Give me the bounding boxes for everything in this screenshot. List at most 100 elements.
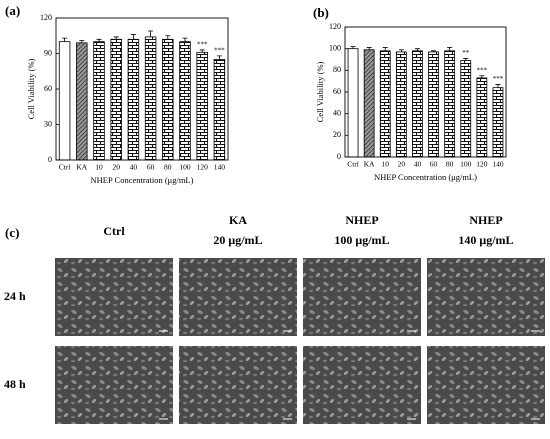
y-tick-label: 120 xyxy=(40,13,52,22)
micrograph xyxy=(179,346,297,424)
y-tick-label: 0 xyxy=(337,152,341,161)
error-bar xyxy=(216,55,222,60)
error-bar xyxy=(182,37,188,42)
error-bar xyxy=(79,40,85,43)
micrograph xyxy=(427,346,545,424)
x-tick-label: KA xyxy=(76,163,87,172)
x-tick-label: 120 xyxy=(476,160,488,169)
x-tick-label: 60 xyxy=(430,160,438,169)
micrograph xyxy=(427,258,545,336)
x-tick-label: KA xyxy=(364,160,375,169)
y-tick-label: 20 xyxy=(333,130,341,139)
x-tick-label: Ctrl xyxy=(347,160,359,169)
bar xyxy=(460,60,472,158)
y-tick-label: 100 xyxy=(329,43,341,52)
error-bar xyxy=(350,46,356,49)
error-bar xyxy=(447,47,453,51)
bar xyxy=(127,38,140,161)
error-bar xyxy=(62,37,68,42)
error-bar xyxy=(382,47,388,51)
x-tick-label: 140 xyxy=(492,160,504,169)
error-bar xyxy=(165,35,171,40)
bar xyxy=(110,38,122,161)
bar xyxy=(58,41,71,161)
significance-label: ** xyxy=(462,49,470,57)
micrograph xyxy=(55,258,173,336)
error-bar xyxy=(130,34,136,40)
plot-frame xyxy=(55,17,229,161)
column-header: KA xyxy=(229,213,247,227)
error-bar xyxy=(148,30,154,37)
x-tick-label: 40 xyxy=(414,160,422,169)
micrograph-panel: (c) Ctrl KA 20 μg/mL NHEP 100 μg/mL NHEP 140 μg… xyxy=(4,213,545,424)
micrograph xyxy=(55,346,173,424)
error-bar xyxy=(463,58,469,61)
panel-label: (a) xyxy=(5,3,20,18)
error-bar xyxy=(199,49,205,53)
micrograph xyxy=(303,258,421,336)
bar xyxy=(213,59,226,161)
bar xyxy=(93,41,105,161)
column-header: Ctrl xyxy=(103,224,125,238)
error-bar xyxy=(398,49,404,52)
column-header: NHEP xyxy=(469,213,502,227)
bar xyxy=(379,50,391,158)
bar xyxy=(363,49,375,158)
bar xyxy=(179,41,191,161)
plot-frame xyxy=(344,26,507,158)
error-bar xyxy=(495,84,501,88)
x-tick-label: Ctrl xyxy=(59,163,71,172)
bar xyxy=(428,51,439,158)
column-header: 140 μg/mL xyxy=(458,233,513,247)
column-header: 100 μg/mL xyxy=(334,233,389,247)
panel-label: (b) xyxy=(313,5,329,20)
bar xyxy=(476,77,488,158)
x-tick-label: 40 xyxy=(130,163,138,172)
x-tick-label: 100 xyxy=(460,160,472,169)
column-header: NHEP xyxy=(345,213,378,227)
error-bar xyxy=(431,50,437,52)
bar xyxy=(144,36,157,161)
x-tick-label: 120 xyxy=(197,163,209,172)
error-bar xyxy=(96,38,102,42)
y-axis-title: Cell Viability (%) xyxy=(26,58,36,119)
row-label: 24 h xyxy=(4,289,26,303)
y-tick-label: 80 xyxy=(333,65,341,74)
bar xyxy=(444,50,456,158)
micrograph xyxy=(303,346,421,424)
row-label: 48 h xyxy=(4,377,26,391)
x-tick-label: 10 xyxy=(95,163,103,172)
significance-label: *** xyxy=(214,46,225,54)
x-tick-label: 20 xyxy=(112,163,120,172)
x-tick-label: 100 xyxy=(179,163,191,172)
bar xyxy=(492,87,504,158)
y-tick-label: 30 xyxy=(44,119,52,128)
x-axis-title: NHEP Concentration (μg/mL) xyxy=(91,175,194,185)
y-axis-title: Cell Viability (%) xyxy=(315,61,325,122)
y-tick-label: 90 xyxy=(44,48,52,57)
y-tick-label: 60 xyxy=(44,84,52,93)
error-bar xyxy=(414,48,420,51)
bar xyxy=(76,42,88,161)
x-tick-label: 80 xyxy=(164,163,172,172)
x-tick-label: 20 xyxy=(398,160,406,169)
error-bar xyxy=(113,36,119,40)
x-tick-label: 60 xyxy=(147,163,155,172)
y-tick-label: 60 xyxy=(333,87,341,96)
error-bar xyxy=(366,47,372,50)
x-tick-label: 10 xyxy=(382,160,390,169)
bar xyxy=(196,51,208,161)
bar xyxy=(412,50,423,158)
y-tick-label: 120 xyxy=(329,22,341,31)
x-tick-label: 80 xyxy=(446,160,454,169)
bar xyxy=(347,48,359,158)
y-tick-label: 40 xyxy=(333,108,341,117)
bar xyxy=(395,51,407,158)
x-axis-title: NHEP Concentration (μg/mL) xyxy=(374,172,477,182)
significance-label: *** xyxy=(477,66,488,74)
error-bar xyxy=(479,75,485,78)
column-header: 20 μg/mL xyxy=(213,233,262,247)
significance-label: *** xyxy=(493,75,504,83)
x-tick-label: 140 xyxy=(214,163,226,172)
micrograph xyxy=(179,258,297,336)
